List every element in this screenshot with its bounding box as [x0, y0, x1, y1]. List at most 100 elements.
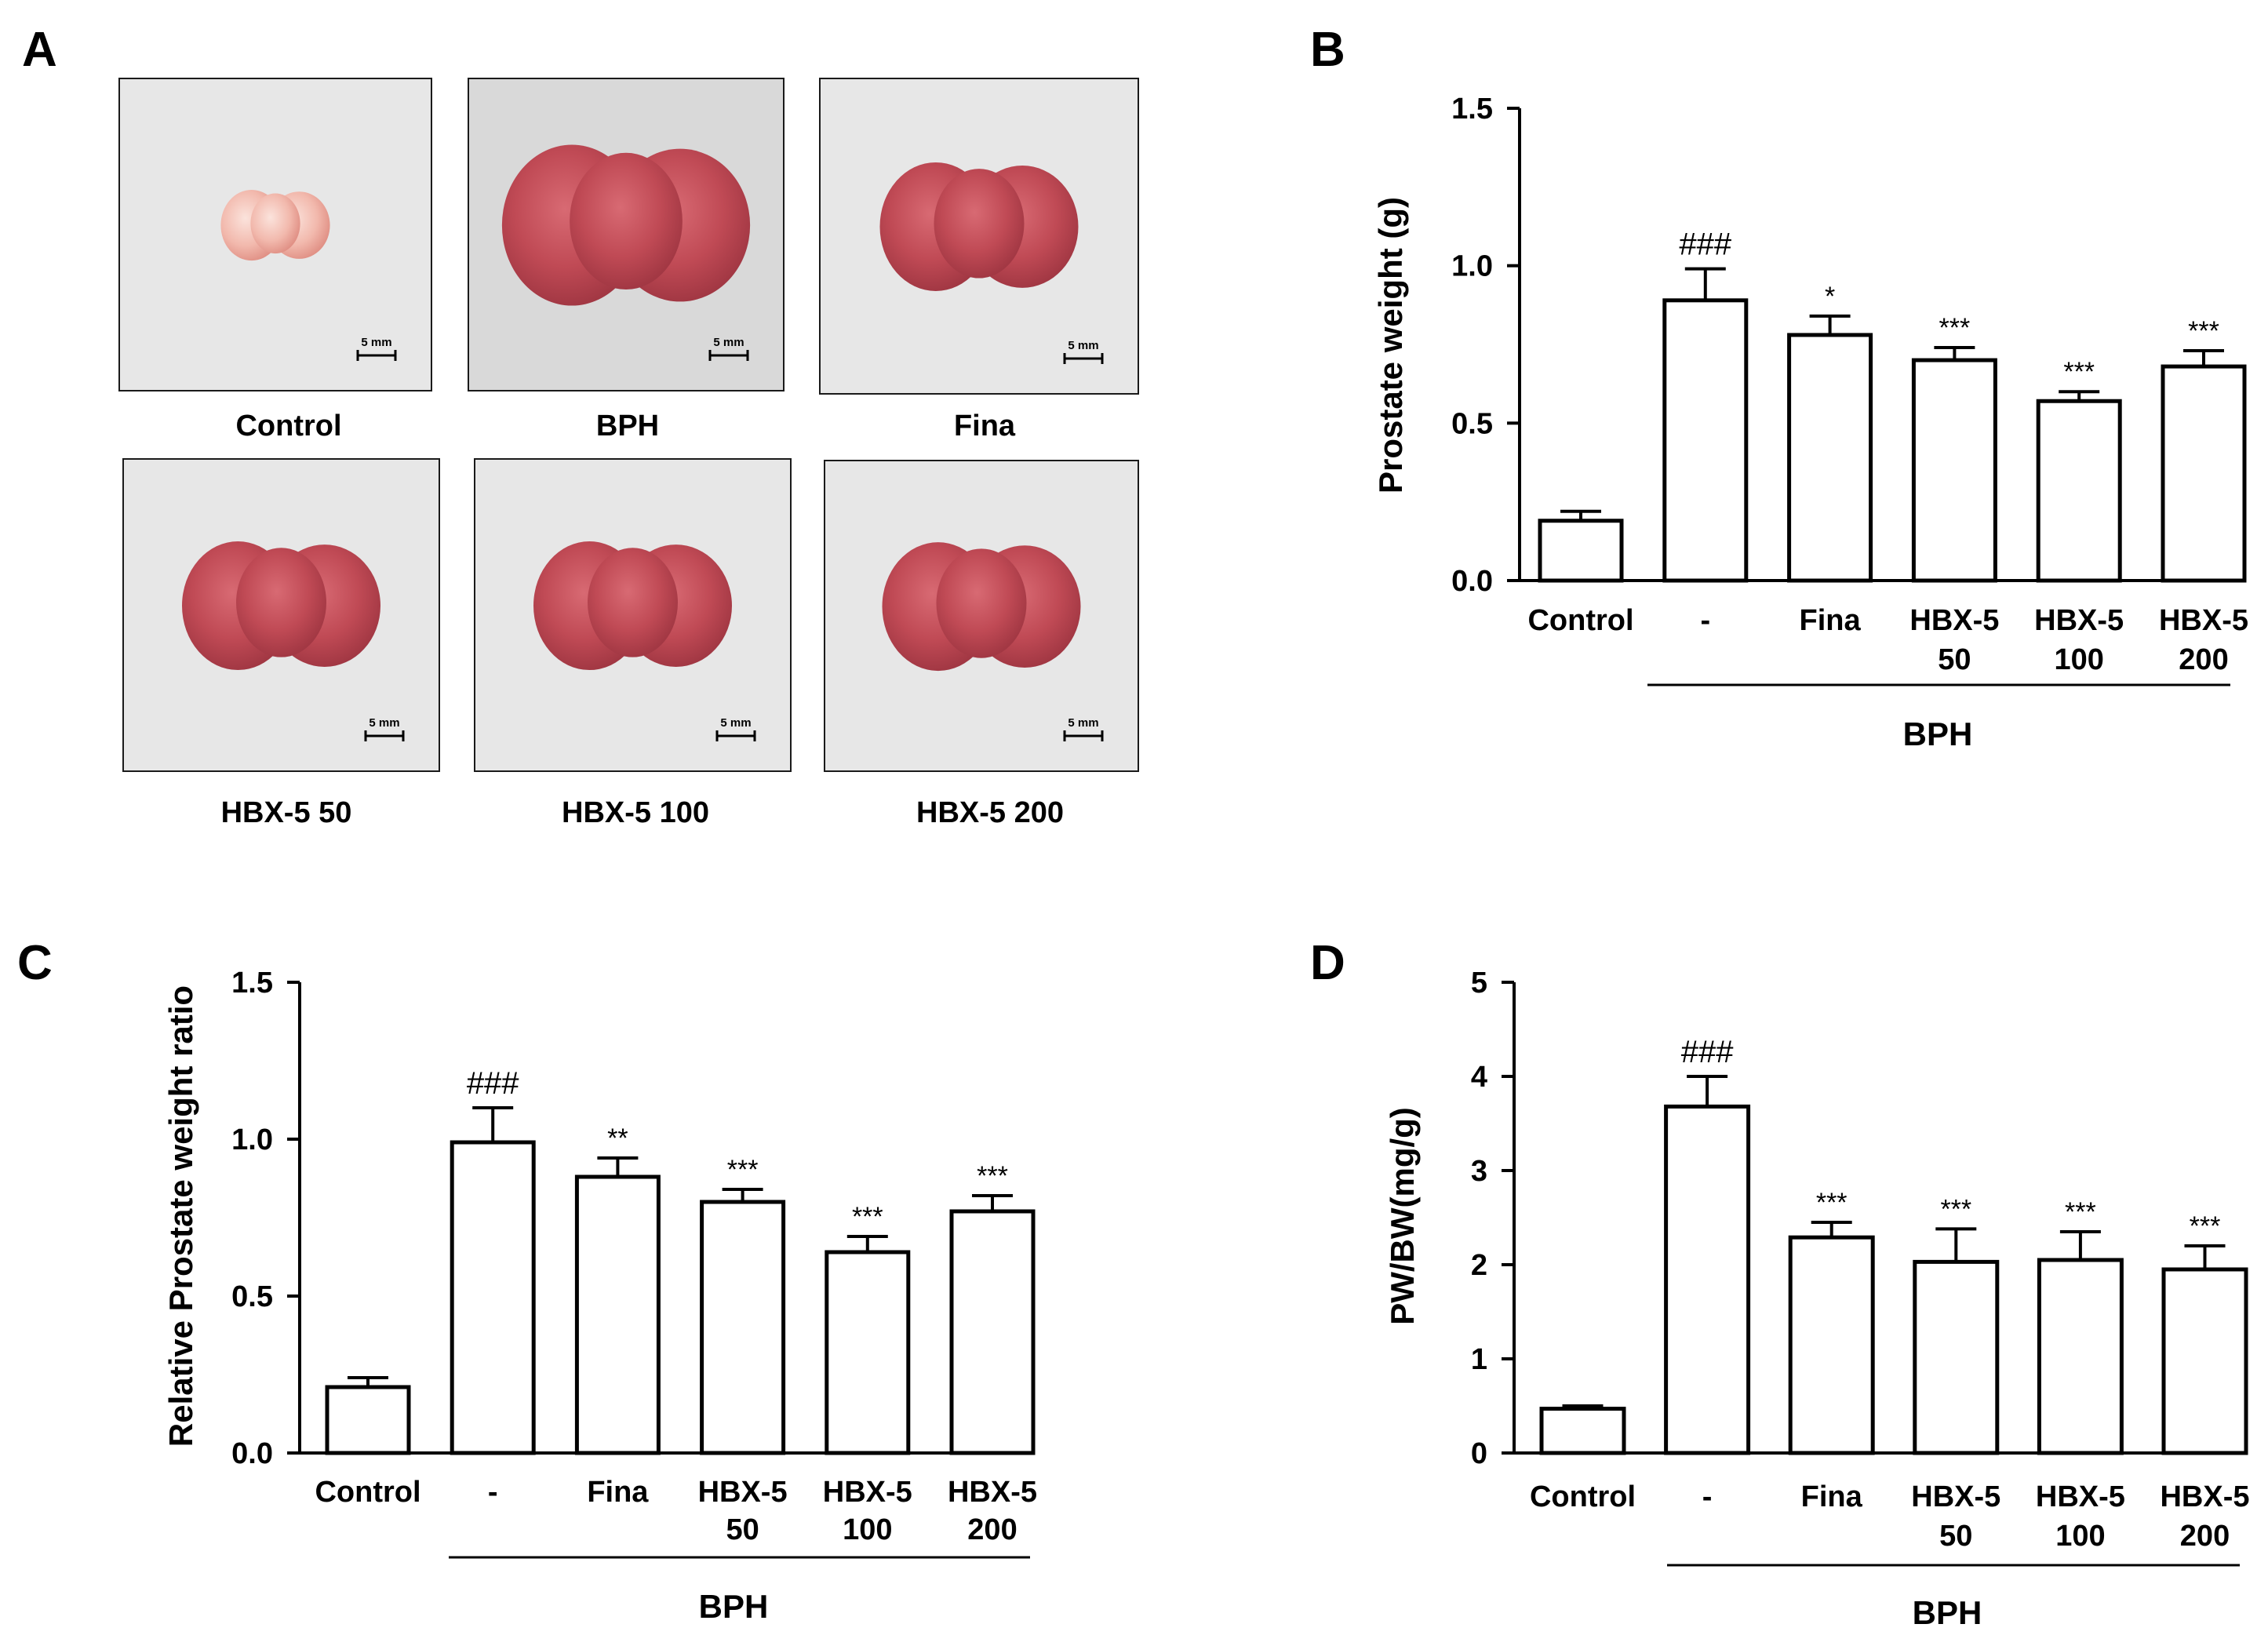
significance-label: *** [1940, 1194, 1971, 1224]
x-tick-label: Control [1527, 604, 1633, 637]
scale-bar: 5 mm [356, 336, 397, 361]
specimen-photo: 5 mm HBX-5 200 [824, 460, 1139, 829]
prostate-specimen [533, 541, 732, 671]
x-tick-label: HBX-5 [823, 1476, 912, 1509]
significance-label: *** [1816, 1188, 1848, 1218]
specimen-photo: 5 mm Control [118, 78, 432, 442]
x-tick-label: 100 [2055, 1520, 2105, 1553]
scale-bar: 5 mm [1063, 339, 1104, 364]
significance-label: *** [1939, 313, 1971, 343]
y-tick-label: 4 [1471, 1061, 1487, 1094]
significance-label: *** [2065, 1197, 2096, 1227]
scale-label: 5 mm [713, 336, 744, 349]
x-tick-label: 50 [1938, 643, 1971, 676]
significance-label: ### [467, 1066, 519, 1101]
photo-label: HBX-5 200 [916, 796, 1064, 829]
x-tick-label: Fina [587, 1476, 649, 1509]
x-tick-label: HBX-5 [2159, 604, 2248, 637]
scale-label: 5 mm [720, 716, 751, 730]
significance-label: ### [1681, 1035, 1734, 1069]
significance-label: *** [727, 1155, 759, 1185]
x-tick-label: - [1702, 1480, 1713, 1513]
center-lobe [250, 193, 300, 254]
bar [450, 1140, 536, 1455]
y-tick-label: 1.5 [1451, 93, 1493, 126]
scale-bar: 5 mm [708, 336, 749, 361]
x-tick-label: HBX-5 [2034, 604, 2124, 637]
y-tick-label: 0.0 [231, 1437, 273, 1470]
bar [825, 1250, 911, 1455]
y-axis-title: Prostate weight (g) [1372, 197, 1409, 493]
y-tick-label: 0.5 [1451, 407, 1493, 440]
prostate-specimen [882, 542, 1081, 672]
scale-label: 5 mm [369, 716, 399, 730]
photo-label: HBX-5 50 [221, 796, 352, 829]
y-axis-title: Relative Prostate weight ratio [162, 985, 199, 1447]
center-lobe [236, 548, 326, 657]
center-lobe [934, 169, 1025, 279]
bar [949, 1209, 1036, 1455]
specimen-photo: 5 mm Fina [819, 78, 1139, 442]
panel-letter: D [1310, 936, 1345, 990]
y-tick-label: 0.0 [1451, 565, 1493, 598]
prostate-specimen [220, 189, 330, 261]
panel-letter: B [1310, 23, 1345, 77]
scale-label: 5 mm [1068, 339, 1098, 352]
x-tick-label: HBX-5 [948, 1476, 1037, 1509]
bar [1538, 519, 1624, 583]
y-tick-label: 1.0 [231, 1123, 273, 1156]
bar [1664, 1104, 1751, 1455]
group-label: BPH [699, 1588, 769, 1625]
scale-bar: 5 mm [364, 716, 405, 741]
y-tick-label: 1.0 [1451, 250, 1493, 283]
bar [574, 1174, 661, 1455]
x-tick-label: HBX-5 [698, 1476, 788, 1509]
center-lobe [936, 548, 1027, 658]
significance-label: *** [2063, 357, 2095, 387]
chart-c-relative-prostate-weight-ratio: C 0.0 0.5 1.0 1.5 Relative Prostate weight ra… [17, 936, 1037, 1625]
photo-label: HBX-5 100 [562, 796, 709, 829]
prostate-specimen [181, 541, 381, 671]
scale-label: 5 mm [361, 336, 391, 349]
x-tick-label: 100 [843, 1513, 892, 1546]
prostate-specimen [879, 162, 1079, 291]
panel-letter: C [17, 936, 53, 990]
center-lobe [588, 548, 678, 657]
group-label: BPH [1903, 716, 1973, 752]
specimen-photo: 5 mm BPH [468, 78, 785, 442]
x-tick-label: HBX-5 [1909, 604, 1999, 637]
bar [2161, 1267, 2248, 1455]
x-tick-label: 50 [726, 1513, 759, 1546]
significance-label: *** [977, 1161, 1008, 1191]
significance-label: *** [2188, 316, 2219, 346]
prostate-specimen [501, 144, 751, 306]
bar [2161, 364, 2247, 583]
bar [2037, 1258, 2124, 1455]
panel-a-letter: A [22, 23, 57, 77]
y-tick-label: 5 [1471, 967, 1487, 1000]
x-tick-label: - [488, 1476, 498, 1509]
bar [1662, 298, 1749, 583]
x-tick-label: Fina [1800, 604, 1862, 637]
photo-label: Control [235, 410, 341, 442]
y-tick-label: 0.5 [231, 1280, 273, 1313]
x-tick-label: HBX-5 [2036, 1480, 2125, 1513]
photo-label: BPH [596, 410, 659, 442]
x-tick-label: HBX-5 [2160, 1480, 2249, 1513]
y-axis-title: PW/BW(mg/g) [1384, 1107, 1421, 1325]
x-tick-label: 200 [2180, 1520, 2230, 1553]
bar [325, 1385, 411, 1455]
bar [1788, 1235, 1875, 1455]
x-tick-label: HBX-5 [1911, 1480, 2000, 1513]
chart-b-prostate-weight: B 0.0 0.5 1.0 1.5 Prostate weight (g) Control #… [1310, 23, 2248, 752]
y-tick-label: 3 [1471, 1155, 1487, 1188]
scale-bar: 5 mm [715, 716, 756, 741]
x-tick-label: Control [1530, 1480, 1636, 1513]
bar [700, 1200, 786, 1455]
significance-label: ### [1679, 228, 1731, 262]
scale-bar: 5 mm [1063, 716, 1104, 741]
x-tick-label: Control [315, 1476, 420, 1509]
y-tick-label: 1.5 [231, 967, 273, 1000]
